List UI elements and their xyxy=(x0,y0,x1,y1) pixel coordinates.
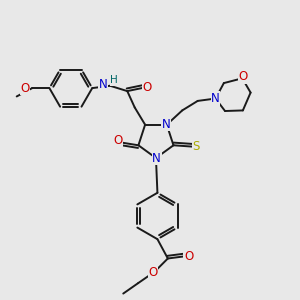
Text: O: O xyxy=(184,250,193,262)
Text: S: S xyxy=(193,140,200,153)
Text: N: N xyxy=(211,92,220,105)
Text: O: O xyxy=(20,82,30,94)
Text: O: O xyxy=(143,81,152,94)
Text: N: N xyxy=(162,118,171,130)
Text: N: N xyxy=(99,78,108,91)
Text: H: H xyxy=(110,75,118,85)
Text: O: O xyxy=(239,70,248,83)
Text: O: O xyxy=(148,266,158,279)
Text: N: N xyxy=(152,152,161,164)
Text: O: O xyxy=(113,134,122,147)
